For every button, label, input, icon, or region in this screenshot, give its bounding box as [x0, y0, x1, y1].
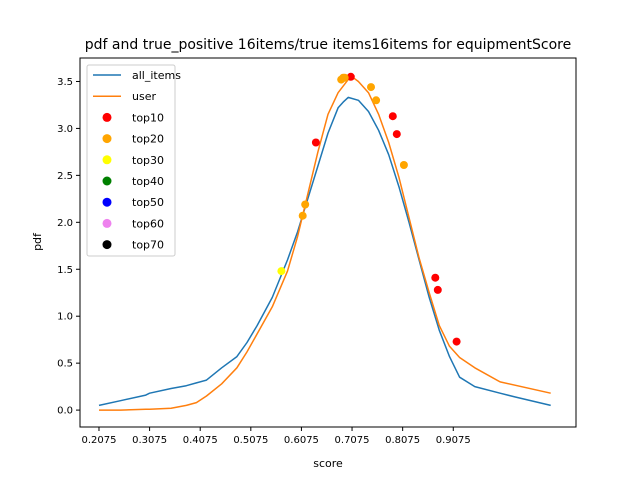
scatter-point-top20 [399, 161, 408, 169]
legend-label-user: user [132, 90, 156, 103]
plot-frame [79, 57, 577, 428]
y-tick-label: 3.5 [57, 77, 73, 88]
scatter-point-top30 [277, 267, 286, 276]
x-tick-label: 0.9075 [436, 435, 471, 446]
legend-label-top20: top20 [132, 133, 164, 146]
ticks-layer: 0.2075 0.3075 0.4075 0.5075 0.6075 0.7075 0.80… [57, 77, 471, 446]
legend-label-top50: top50 [132, 196, 164, 209]
x-axis-label: score [313, 457, 343, 470]
scatter-point-top10 [392, 130, 401, 139]
x-tick-label: 0.8075 [385, 435, 420, 446]
y-tick-label: 3.0 [57, 124, 73, 135]
legend-swatch-top20 [102, 134, 112, 144]
y-tick-label: 1.0 [57, 312, 73, 323]
scatter-point-top10 [311, 138, 320, 147]
scatter-point-top20 [367, 83, 375, 92]
legend-label-top10: top10 [132, 111, 164, 124]
x-tick-label: 0.2075 [81, 435, 116, 446]
legend-label-top30: top30 [132, 154, 164, 167]
legend-swatch-top70 [102, 240, 112, 250]
x-tick-label: 0.3075 [132, 435, 167, 446]
scatter-point-top10 [431, 273, 440, 282]
legend-label-top60: top60 [132, 217, 164, 230]
y-tick-label: 2.5 [57, 171, 73, 182]
legend-swatch-top30 [102, 155, 112, 165]
y-tick-label: 1.5 [57, 265, 73, 276]
y-axis-label: pdf [31, 232, 44, 251]
y-tick-label: 2.0 [57, 218, 73, 229]
scatter-point-top10 [346, 72, 355, 81]
x-tick-label: 0.6075 [284, 435, 319, 446]
scatter-point-top20 [298, 211, 307, 220]
scatter-point-top10 [452, 337, 461, 346]
legend-box [86, 64, 176, 257]
legend-swatch-top50 [102, 197, 112, 207]
scatter-point-top20 [340, 73, 349, 82]
chart-title: pdf and true_positive 16items/true items… [85, 37, 571, 53]
legend-swatch-top40 [102, 176, 112, 186]
scatter-point-top10 [388, 112, 397, 121]
x-tick-label: 0.5075 [233, 435, 268, 446]
legend-label-top70: top70 [132, 239, 164, 252]
scatter-point-top20 [301, 200, 310, 209]
axes-layer [79, 57, 577, 428]
x-tick-label: 0.7075 [335, 435, 370, 446]
legend-label-all_items: all_items [132, 69, 181, 82]
x-tick-label: 0.4075 [183, 435, 218, 446]
y-tick-label: 0.5 [57, 359, 73, 370]
series-line-all_items [98, 96, 551, 407]
legend-swatch-top10 [102, 112, 112, 122]
legend-swatch-top60 [102, 218, 112, 228]
series-layer [98, 72, 551, 411]
scatter-point-top20 [372, 96, 381, 105]
series-line-user [99, 76, 551, 411]
y-tick-label: 0.0 [57, 406, 73, 417]
scatter-point-top10 [433, 285, 442, 294]
legend-label-top40: top40 [132, 175, 164, 188]
